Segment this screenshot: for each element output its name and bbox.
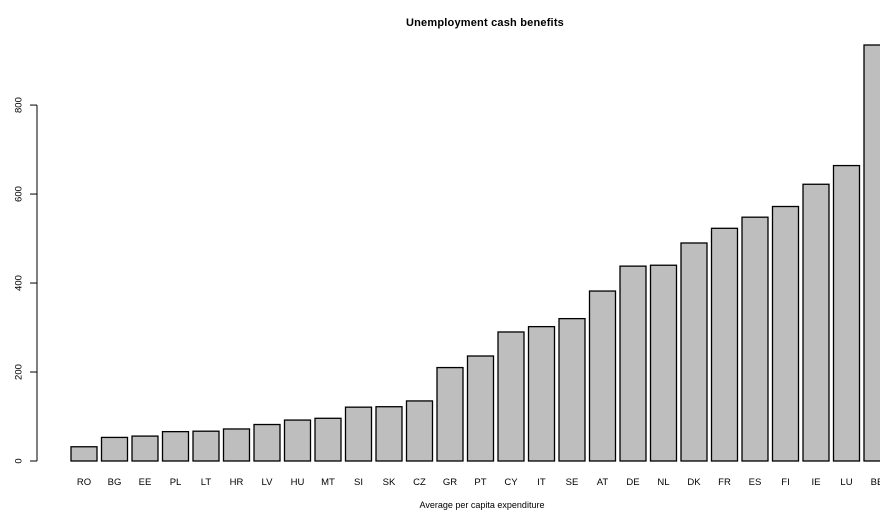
x-tick-label-dk: DK xyxy=(687,477,701,488)
x-tick-label-hr: HR xyxy=(230,477,244,488)
bar-nl xyxy=(649,264,678,462)
x-tick-label-cy: CY xyxy=(504,477,518,488)
bar-ie xyxy=(802,183,830,462)
x-tick-label-fi: FI xyxy=(781,477,789,488)
bar-es xyxy=(741,216,769,462)
bar-lu xyxy=(832,164,861,462)
bar-it xyxy=(527,325,556,462)
x-tick-label-it: IT xyxy=(537,477,546,488)
bars-group xyxy=(70,44,880,462)
y-tick-label: 800 xyxy=(13,97,24,113)
bar-gr xyxy=(436,366,464,462)
x-tick-label-es: ES xyxy=(749,477,762,488)
x-tick-label-pt: PT xyxy=(474,477,486,488)
bar-si xyxy=(344,406,373,462)
x-tick-label-be: BE xyxy=(871,477,880,488)
bar-bg xyxy=(100,436,129,462)
bar-ee xyxy=(131,435,159,462)
bar-at xyxy=(588,290,617,462)
x-tick-label-si: SI xyxy=(354,477,363,488)
y-tick-label: 200 xyxy=(13,364,24,380)
y-axis: 0 200 400 600 800 xyxy=(13,97,38,464)
x-tick-label-se: SE xyxy=(566,477,579,488)
bar-lt xyxy=(192,430,220,462)
x-tick-label-lv: LV xyxy=(262,477,274,488)
x-tick-label-ee: EE xyxy=(139,477,152,488)
x-tick-label-lt: LT xyxy=(201,477,212,488)
x-tick-label-nl: NL xyxy=(657,477,669,488)
y-tick-label: 600 xyxy=(13,186,24,202)
bar-pl xyxy=(161,430,190,462)
x-tick-label-sk: SK xyxy=(383,477,396,488)
chart-title: Unemployment cash benefits xyxy=(405,17,564,29)
bar-de xyxy=(619,265,647,462)
x-axis-title: Average per capita expenditure xyxy=(419,500,545,510)
bar-sk xyxy=(375,406,403,462)
x-tick-label-gr: GR xyxy=(443,477,457,488)
x-tick-label-lu: LU xyxy=(840,477,852,488)
bar-fi xyxy=(771,205,800,462)
bar-dk xyxy=(680,242,708,462)
x-tick-label-mt: MT xyxy=(321,477,335,488)
x-tick-label-ie: IE xyxy=(812,477,821,488)
x-tick-label-bg: BG xyxy=(108,477,122,488)
bar-hu xyxy=(283,419,312,462)
bar-fr xyxy=(710,227,739,462)
bar-se xyxy=(558,317,586,462)
x-tick-label-de: DE xyxy=(626,477,639,488)
bar-cz xyxy=(405,400,434,462)
x-tick-label-at: AT xyxy=(597,477,609,488)
y-tick-label: 400 xyxy=(13,275,24,291)
x-tick-label-hu: HU xyxy=(291,477,305,488)
x-tick-label-cz: CZ xyxy=(413,477,426,488)
bar-hr xyxy=(222,428,251,462)
x-tick-label-fr: FR xyxy=(718,477,731,488)
bar-pt xyxy=(466,355,495,462)
bar-mt xyxy=(314,417,342,462)
x-tick-label-ro: RO xyxy=(77,477,91,488)
bar-be xyxy=(863,44,880,462)
bar-ro xyxy=(70,446,98,462)
x-tick-label-pl: PL xyxy=(170,477,182,488)
bar-lv xyxy=(253,423,281,462)
bar-cy xyxy=(497,331,525,462)
x-tick-labels: RO BG EE PL LT HR LV HU MT SI SK CZ GR PT CY IT SE AT DE NL… xyxy=(77,477,880,488)
y-tick-label: 0 xyxy=(13,458,24,463)
